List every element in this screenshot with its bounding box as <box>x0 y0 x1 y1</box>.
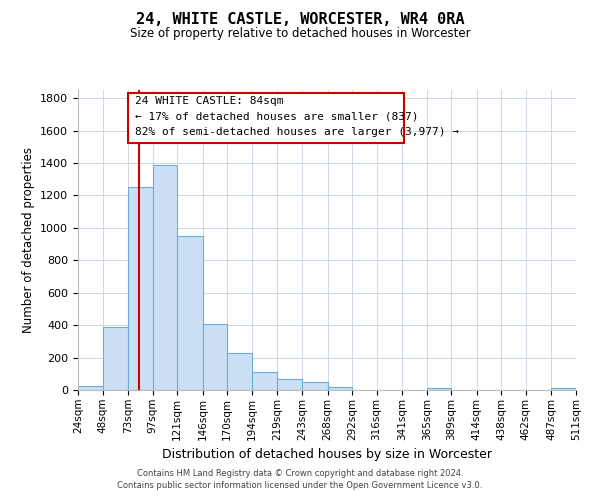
Text: 24 WHITE CASTLE: 84sqm
← 17% of detached houses are smaller (837)
82% of semi-de: 24 WHITE CASTLE: 84sqm ← 17% of detached… <box>135 96 459 137</box>
Bar <box>427 388 451 390</box>
Text: 24, WHITE CASTLE, WORCESTER, WR4 0RA: 24, WHITE CASTLE, WORCESTER, WR4 0RA <box>136 12 464 28</box>
Bar <box>328 387 352 390</box>
Y-axis label: Number of detached properties: Number of detached properties <box>22 147 35 333</box>
Bar <box>78 386 103 390</box>
Text: Contains HM Land Registry data © Crown copyright and database right 2024.
Contai: Contains HM Land Registry data © Crown c… <box>118 468 482 490</box>
Bar <box>277 380 302 390</box>
Text: Size of property relative to detached houses in Worcester: Size of property relative to detached ho… <box>130 28 470 40</box>
Bar <box>152 164 177 390</box>
FancyBboxPatch shape <box>128 93 404 142</box>
Bar <box>302 382 328 390</box>
Bar <box>203 324 227 390</box>
Bar <box>551 388 576 390</box>
Bar <box>227 352 252 390</box>
Bar <box>177 236 203 390</box>
Bar <box>252 372 277 390</box>
X-axis label: Distribution of detached houses by size in Worcester: Distribution of detached houses by size … <box>162 448 492 461</box>
Bar <box>103 327 128 390</box>
Bar <box>128 188 152 390</box>
